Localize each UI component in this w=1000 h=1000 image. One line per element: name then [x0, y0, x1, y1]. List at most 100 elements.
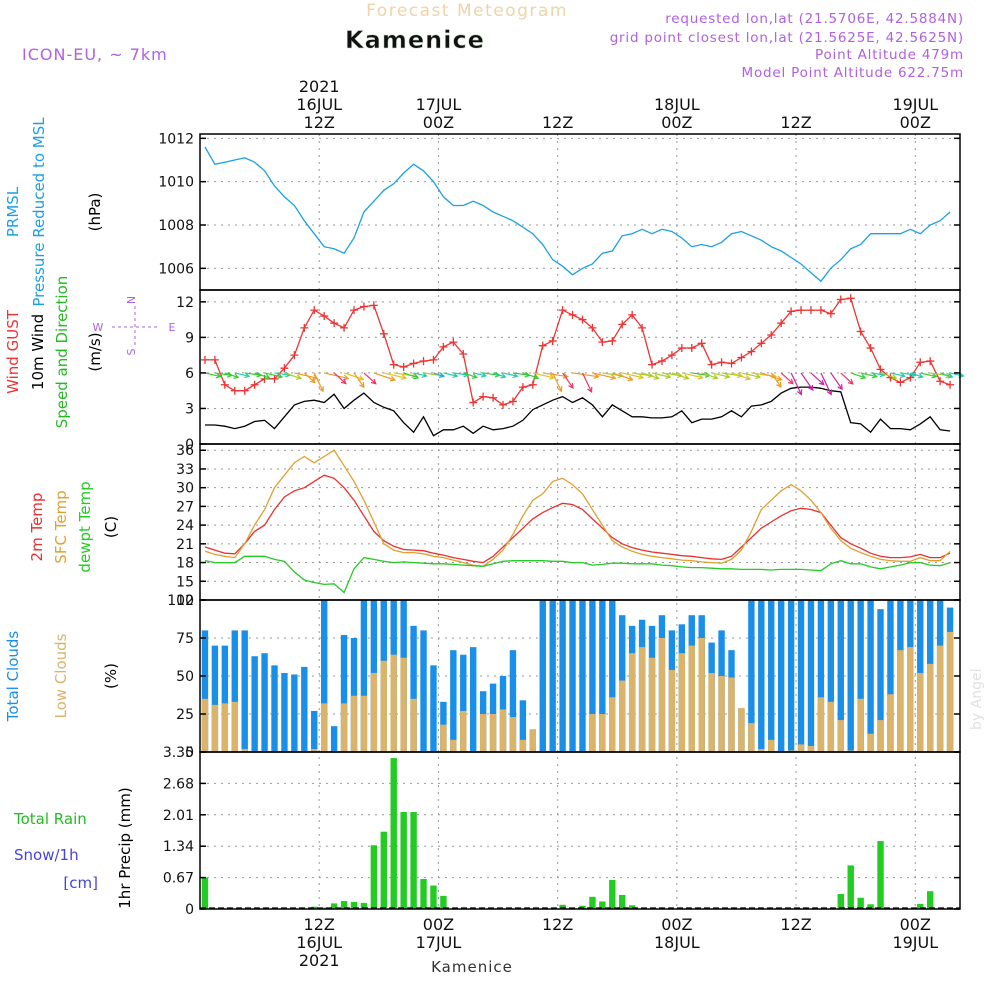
model-label: ICON-EU, ~ 7km [22, 45, 168, 64]
gust-marker [399, 363, 408, 371]
wind-ytick-label: 0 [185, 437, 194, 453]
wind-arrowhead [370, 378, 377, 385]
precip-bar [430, 885, 437, 909]
wind-direction-arrow [522, 372, 539, 379]
wind-arrowhead [593, 373, 600, 379]
precipitation-ytick-label: 3.35 [163, 745, 194, 761]
total-cloud-bar [460, 654, 467, 752]
precipitation-frame [199, 751, 961, 910]
wind-arrowhead [837, 384, 843, 391]
low-cloud-bar [658, 638, 666, 752]
temperature-ytick-label: 12 [176, 593, 194, 609]
precip-bar [340, 901, 348, 909]
low-cloud-bar [519, 739, 527, 752]
wind-direction-arrow [681, 372, 703, 379]
total-cloud-bar [837, 600, 844, 752]
top-date-label: 17JUL [416, 95, 462, 114]
wind-arrowhead [808, 384, 814, 391]
precip-bar [370, 845, 378, 909]
temperature-axis-label: 2m Temp [28, 493, 46, 562]
clouds-ytick-label: 75 [176, 631, 194, 647]
low-cloud-bar [211, 704, 219, 752]
wind-direction-arrow [512, 372, 530, 376]
wind-arrowhead [471, 373, 478, 379]
total-cloud-bar [599, 600, 606, 752]
2m-temp-line [204, 474, 951, 564]
wind-arrowhead [244, 372, 251, 379]
wind-arrowhead [776, 381, 782, 388]
precip-bar [311, 906, 318, 909]
total-cloud-bar [291, 674, 298, 752]
top-hour-label: 12Z [542, 113, 573, 132]
low-cloud-bar [479, 714, 487, 752]
temperature-axis-label: dewpt Temp [76, 481, 94, 572]
total-cloud-bar [847, 600, 854, 752]
wind-direction-arrow [920, 372, 937, 378]
total-cloud-bar [539, 600, 546, 752]
low-cloud-bar [360, 695, 368, 752]
gust-marker [349, 306, 358, 315]
wind-arrowhead [264, 373, 271, 380]
wind-arrowhead [533, 373, 540, 380]
gust-marker [896, 378, 905, 387]
gust-marker [568, 310, 577, 319]
wind-direction-arrow [343, 372, 364, 380]
footer-location: Kamenice [431, 958, 513, 976]
wind-arrowhead [744, 375, 752, 381]
wind-direction-arrow [711, 372, 730, 378]
wind-ytick-label: 12 [176, 295, 194, 311]
gust-marker [876, 365, 885, 374]
total-cloud-bar [241, 630, 248, 752]
gust-marker [628, 310, 637, 319]
wind-direction-arrow [313, 372, 324, 392]
gust-marker [479, 392, 488, 401]
wind-direction-arrow [910, 372, 923, 378]
low-cloud-bar [201, 698, 209, 752]
low-cloud-bar [907, 647, 914, 752]
precip-bar [400, 811, 407, 909]
wind-ytick-label: 6 [185, 366, 194, 382]
temperature-axis-label: (C) [102, 516, 120, 538]
total-cloud-bar [320, 600, 328, 752]
precip-bar [847, 865, 854, 909]
wind-arrowhead [818, 379, 825, 386]
wind-arrowhead [697, 373, 704, 380]
gust-marker [250, 380, 259, 389]
wind-direction-arrow [820, 372, 832, 395]
precip-legend-2: [cm] [63, 874, 98, 892]
gust-marker [508, 397, 517, 406]
low-cloud-bar [509, 717, 517, 752]
wind-direction-arrow [244, 372, 262, 376]
temperature-ytick-label: 21 [176, 537, 194, 553]
gust-marker [598, 338, 607, 347]
total-cloud-bar [609, 600, 616, 752]
clouds-ytick-label: 25 [176, 707, 194, 723]
gust-marker [280, 364, 289, 373]
wind-arrowhead [340, 378, 347, 385]
wind-arrowhead [438, 372, 445, 378]
temperature-ytick-label: 33 [176, 462, 194, 478]
precip-legend-0: Total Rain [13, 810, 87, 828]
wind-arrowhead [400, 374, 408, 380]
total-cloud-bar [787, 600, 795, 752]
precip-bar [330, 903, 338, 909]
total-cloud-bar [569, 600, 576, 752]
low-cloud-bar [450, 739, 457, 752]
low-cloud-bar [748, 723, 755, 752]
wind-direction-arrow [443, 372, 458, 377]
wind-ytick-label: 3 [185, 401, 194, 417]
low-cloud-bar [887, 694, 894, 752]
gust-marker [737, 353, 746, 362]
wind-direction-arrow [294, 372, 318, 379]
gust-marker [518, 383, 527, 392]
wind-direction-arrow [483, 372, 500, 376]
low-cloud-bar [787, 750, 795, 752]
wind-direction-arrow [204, 372, 221, 378]
total-cloud-bar [311, 710, 318, 752]
low-cloud-bar [698, 638, 705, 752]
low-cloud-bar [599, 714, 606, 752]
wind-direction-arrow [502, 372, 518, 377]
pressure-ytick-label: 1008 [158, 218, 194, 234]
wind-direction-arrow [890, 372, 905, 377]
precip-bar [380, 831, 387, 909]
